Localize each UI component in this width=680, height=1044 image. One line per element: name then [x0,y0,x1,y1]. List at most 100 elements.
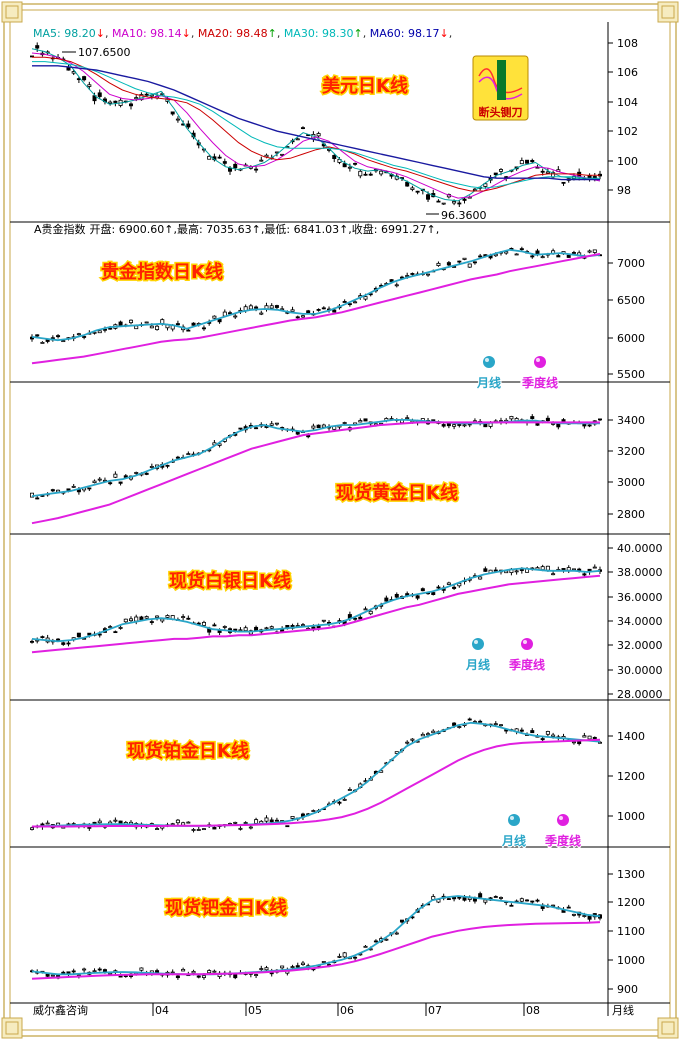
y-tick-label: 98 [617,184,631,197]
candle-body [144,472,149,475]
candle-body [134,472,139,474]
candle-body [483,568,488,572]
candle-body [467,718,472,721]
candle-body [405,741,410,744]
y-tick-label: 1200 [617,770,645,783]
y-tick-label: 36.0000 [617,591,663,604]
candle-body [76,333,81,336]
candle-body [87,632,92,636]
candle-body [426,733,431,736]
candle-body [160,618,165,622]
candle-body [467,263,472,268]
candle-body [269,626,274,629]
candle-body [337,955,342,958]
candle-body [102,328,107,331]
candle-body [478,720,483,723]
candle-body [446,582,451,585]
series-line-month [31,721,601,828]
panel-title: 现货铂金日K线 [127,740,249,762]
candle-body [186,821,191,824]
x-tick-label: 04 [155,1004,169,1017]
info-separator: , [348,223,352,236]
ball-highlight [536,358,540,362]
candle-body [493,172,498,176]
candle-body [311,810,316,812]
candlesticks [29,414,603,500]
candle-body [269,423,274,426]
candle-body [290,966,295,968]
legend-arrow: ↓ [96,27,105,40]
quarter-ball-icon [557,814,569,826]
series-line-month [31,895,601,976]
watermark: 威尔鑫咨询 [33,1003,88,1017]
y-tick-label: 34.0000 [617,615,663,628]
candle-body [545,565,550,571]
panel-title: 美元日K线 [322,75,408,97]
candle-body [571,741,576,744]
panel-title: 现货钯金日K线 [165,897,287,919]
candle-body [519,248,524,251]
candle-body [342,952,347,958]
candle-body [311,425,316,429]
candle-body [113,819,118,822]
candle-body [545,731,550,735]
y-tick-label: 1000 [617,954,645,967]
candle-body [457,896,462,899]
candle-body [144,321,149,324]
candle-body [113,100,118,103]
candle-body [201,975,206,978]
candle-body [175,975,180,979]
candle-body [540,738,545,741]
candle-body [97,633,102,636]
candle-body [274,819,279,822]
candle-body [97,820,102,824]
candle-body [571,252,576,254]
month-label: 月线 [465,657,490,672]
candle-body [498,724,503,727]
candle-body [478,893,483,898]
panel-4: 40.0000 38.0000 36.0000 34.0000 32.0000 30.00… [10,534,670,701]
series-line-ma10 [31,52,601,199]
candle-body [592,249,597,253]
candle-body [259,312,264,315]
candle-body [274,305,279,308]
candle-body [274,422,279,425]
legend-arrow: ↓ [182,27,191,40]
candle-body [519,898,524,902]
candle-body [191,322,196,326]
candle-body [233,974,238,979]
candle-body [410,273,415,275]
candle-body [295,965,300,968]
month-label: 月线 [476,375,501,390]
candle-body [566,254,571,258]
candle-body [462,424,467,427]
candle-body [347,303,352,306]
candle-body [259,159,264,162]
candle-body [300,624,305,627]
ball-highlight [485,358,489,362]
legend-arrow: ↓ [439,27,448,40]
annotation-low: 96.3600 [441,209,487,222]
quarter-ball-icon [521,638,533,650]
candle-body [196,975,201,978]
candle-body [212,315,217,319]
candle-body [353,301,358,304]
candle-body [358,170,363,177]
candle-body [300,127,305,130]
candle-body [452,896,457,900]
candle-body [35,334,40,337]
candle-body [102,969,107,973]
candle-body [478,255,483,258]
candle-body [347,166,352,169]
candle-body [45,822,50,825]
candle-body [551,904,556,907]
candle-body [556,423,561,428]
candle-body [118,627,123,629]
candle-body [97,330,102,334]
candle-body [40,636,45,639]
candlesticks [29,564,603,647]
candle-body [108,101,113,104]
series-line-quarter [31,252,601,365]
candle-body [420,733,425,737]
candle-body [113,473,118,478]
